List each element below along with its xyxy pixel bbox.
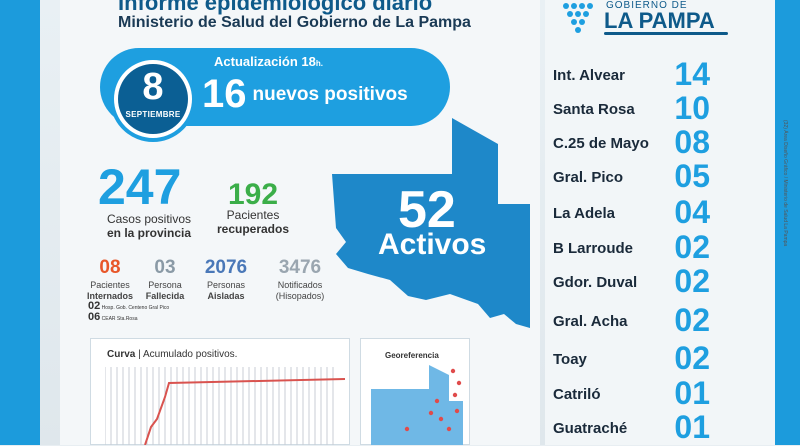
stat-hospitalized: 08 Pacientes Internados (86, 257, 133, 301)
locality-row: B Larroude 02 (553, 229, 710, 265)
date-day: 8 (142, 66, 164, 108)
right-stripe (774, 0, 800, 445)
date-month: SEPTIEMBRE (125, 110, 181, 119)
hospital-breakdown: 02 Hosp. Gob. Centeno Gral Pico 06 CEAR … (88, 300, 170, 324)
locality-row: Catriló 01 (553, 375, 710, 411)
locality-row: Gral. Pico 05 (553, 158, 710, 194)
logo-line1: GOBIERNO DE (606, 0, 688, 11)
georeference-title: Georeferencia (385, 351, 439, 360)
report-subtitle: Ministerio de Salud del Gobierno de La P… (118, 14, 471, 31)
curve-chart: Curva | Acumulado positivos. (90, 338, 350, 445)
logo-dots-icon (563, 3, 593, 33)
report-title: Informe epidemiológico diario (118, 0, 433, 15)
total-cases-value: 247 (98, 159, 182, 215)
locality-row: Gdor. Duval 02 (553, 263, 710, 299)
locality-row: Int. Alvear 14 (553, 56, 710, 92)
curve-plot (105, 367, 345, 445)
recovered-label: Pacientes recuperados (216, 208, 290, 236)
localities-panel (545, 0, 775, 445)
new-positives-label: nuevos positivos (252, 83, 408, 105)
credit-note: (32) Área Diseño Gráfico / Ministerio de… (782, 120, 788, 247)
locality-row: Guatraché 01 (553, 409, 710, 445)
stat-isolated: 2076 Personas Aisladas (204, 257, 248, 301)
locality-row: Santa Rosa 10 (553, 90, 710, 126)
new-positives-count: 16 (202, 72, 247, 116)
georeference-map: Georeferencia (360, 338, 470, 445)
la-pampa-map-icon (332, 118, 530, 328)
active-value: 52 (398, 181, 456, 239)
hospital-row: 06 CEAR Sta.Rosa (88, 311, 138, 323)
logo-underline (604, 32, 728, 35)
total-cases-label: Casos positivos en la provincia (106, 212, 192, 240)
stat-notified: 3476 Notificados (Hisopados) (275, 257, 325, 301)
date-badge: 8 SEPTIEMBRE (110, 56, 196, 142)
recovered-value: 192 (228, 178, 279, 211)
locality-row: La Adela 04 (553, 194, 710, 230)
curve-chart-title: Curva | Acumulado positivos. (107, 349, 238, 360)
active-label: Activos (378, 228, 487, 261)
left-stripe (0, 0, 40, 445)
logo-line2: LA PAMPA (604, 8, 715, 33)
locality-row: Gral. Acha 02 (553, 302, 710, 338)
locality-row: C.25 de Mayo 08 (553, 124, 710, 160)
locality-row: Toay 02 (553, 340, 710, 376)
update-time: Actualización 18h. (214, 54, 323, 69)
hospital-row: 02 Hosp. Gob. Centeno Gral Pico (88, 300, 170, 312)
stat-deceased: 03 Persona Fallecida (145, 257, 185, 301)
new-positives: 16 nuevos positivos (202, 72, 408, 117)
province-map-icon (371, 365, 463, 445)
